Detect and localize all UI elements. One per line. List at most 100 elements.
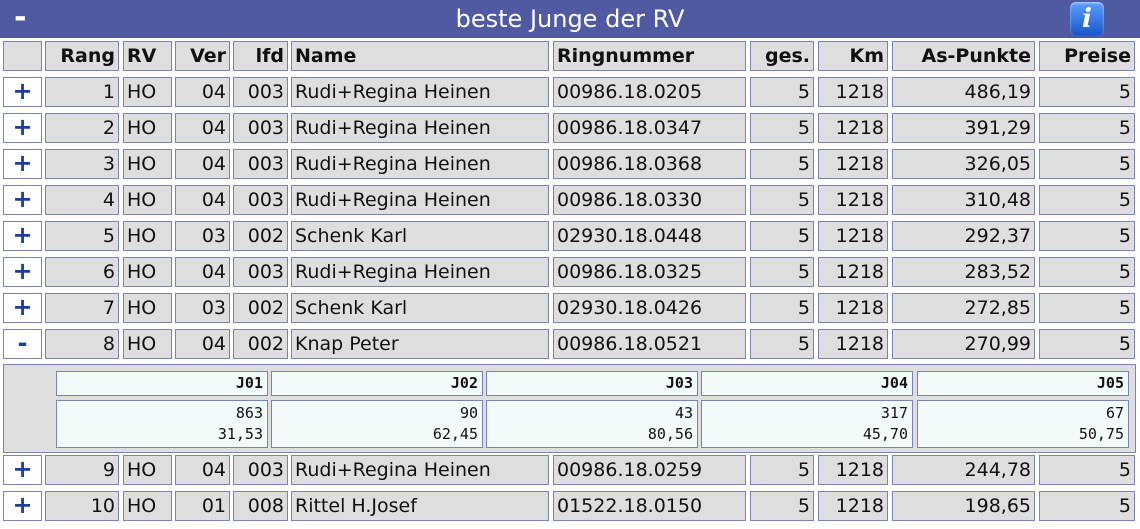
expand-toggle[interactable]: + (3, 149, 42, 179)
preise-cell: 5 (1039, 455, 1135, 485)
ver-cell: 01 (175, 491, 230, 521)
header-preise: Preise (1039, 41, 1135, 71)
rang-cell: 4 (45, 185, 119, 215)
rv-cell: HO (123, 149, 172, 179)
expand-toggle[interactable]: + (3, 185, 42, 215)
rang-cell: 9 (45, 455, 119, 485)
ges-cell: 5 (750, 77, 814, 107)
ringnummer-cell: 00986.18.0521 (553, 329, 746, 359)
name-cell: Rudi+Regina Heinen (291, 77, 549, 107)
expand-toggle[interactable]: + (3, 77, 42, 107)
header-lfd: lfd (233, 41, 288, 71)
preise-cell: 5 (1039, 113, 1135, 143)
ringnummer-cell: 00986.18.0330 (553, 185, 746, 215)
ges-cell: 5 (750, 329, 814, 359)
ges-cell: 5 (750, 491, 814, 521)
header-rang: Rang (45, 41, 119, 71)
preise-cell: 5 (1039, 221, 1135, 251)
rang-cell: 3 (45, 149, 119, 179)
rv-cell: HO (123, 185, 172, 215)
km-cell: 1218 (818, 185, 888, 215)
name-cell: Schenk Karl (291, 221, 549, 251)
table-row: +3 HO 04 003 Rudi+Regina Heinen 00986.18.0368… (0, 146, 1140, 182)
flight-result: 43 80,56 (486, 400, 698, 448)
lfd-cell: 003 (233, 77, 288, 107)
name-cell: Rudi+Regina Heinen (291, 257, 549, 287)
header-name: Name (291, 41, 549, 71)
expanded-detail-panel: J01 863 31,53 J02 90 62,45 J03 43 80,56 J04 317 45,… (3, 364, 1136, 453)
header-toggle (3, 41, 42, 71)
header-as-punkte: As-Punkte (892, 41, 1035, 71)
lfd-cell: 003 (233, 257, 288, 287)
table-row: +9 HO 04 003 Rudi+Regina Heinen 00986.18.0259… (0, 452, 1140, 488)
expand-toggle[interactable]: + (3, 455, 42, 485)
expand-toggle[interactable]: + (3, 221, 42, 251)
flight-label: J03 (486, 371, 698, 396)
km-cell: 1218 (818, 491, 888, 521)
rv-cell: HO (123, 113, 172, 143)
preise-cell: 5 (1039, 149, 1135, 179)
ver-cell: 04 (175, 257, 230, 287)
table-header-row: Rang RV Ver lfd Name Ringnummer ges. Km … (0, 38, 1140, 74)
expand-toggle[interactable]: - (3, 329, 42, 359)
as-punkte-cell: 283,52 (892, 257, 1035, 287)
collapse-toggle[interactable]: - (14, 0, 27, 35)
table-row: +6 HO 04 003 Rudi+Regina Heinen 00986.18.0325… (0, 254, 1140, 290)
flight-points: 80,56 (647, 425, 693, 443)
km-cell: 1218 (818, 221, 888, 251)
rang-cell: 10 (45, 491, 119, 521)
as-punkte-cell: 391,29 (892, 113, 1035, 143)
rang-cell: 7 (45, 293, 119, 323)
rv-cell: HO (123, 455, 172, 485)
as-punkte-cell: 292,37 (892, 221, 1035, 251)
km-cell: 1218 (818, 455, 888, 485)
ringnummer-cell: 00986.18.0368 (553, 149, 746, 179)
name-cell: Schenk Karl (291, 293, 549, 323)
info-icon[interactable]: i (1070, 2, 1104, 36)
lfd-cell: 003 (233, 455, 288, 485)
ringnummer-cell: 02930.18.0448 (553, 221, 746, 251)
flight-label: J05 (917, 371, 1129, 396)
ver-cell: 04 (175, 113, 230, 143)
title-bar: - beste Junge der RV i (0, 0, 1140, 38)
table-row: -8 HO 04 002 Knap Peter 00986.18.0521 5 1218 270… (0, 326, 1140, 362)
expand-toggle[interactable]: + (3, 491, 42, 521)
ver-cell: 03 (175, 221, 230, 251)
flight-result: 863 31,53 (56, 400, 268, 448)
preise-cell: 5 (1039, 185, 1135, 215)
ringnummer-cell: 01522.18.0150 (553, 491, 746, 521)
flight-points: 31,53 (217, 425, 263, 443)
rv-cell: HO (123, 329, 172, 359)
rv-cell: HO (123, 77, 172, 107)
preise-cell: 5 (1039, 257, 1135, 287)
rv-cell: HO (123, 221, 172, 251)
expand-toggle[interactable]: + (3, 113, 42, 143)
name-cell: Knap Peter (291, 329, 549, 359)
km-cell: 1218 (818, 149, 888, 179)
header-ver: Ver (175, 41, 230, 71)
km-cell: 1218 (818, 257, 888, 287)
expand-toggle[interactable]: + (3, 293, 42, 323)
ringnummer-cell: 02930.18.0426 (553, 293, 746, 323)
flight-result: 90 62,45 (271, 400, 483, 448)
flight-place: 43 (674, 404, 693, 422)
table-row: +1 HO 04 003 Rudi+Regina Heinen 00986.18.0205… (0, 74, 1140, 110)
lfd-cell: 003 (233, 185, 288, 215)
flight-place: 90 (459, 404, 478, 422)
rv-cell: HO (123, 491, 172, 521)
ges-cell: 5 (750, 221, 814, 251)
lfd-cell: 003 (233, 149, 288, 179)
lfd-cell: 002 (233, 293, 288, 323)
ringnummer-cell: 00986.18.0325 (553, 257, 746, 287)
table-row: +7 HO 03 002 Schenk Karl 02930.18.0426 5 1218 27… (0, 290, 1140, 326)
expand-toggle[interactable]: + (3, 257, 42, 287)
ver-cell: 04 (175, 77, 230, 107)
lfd-cell: 002 (233, 221, 288, 251)
as-punkte-cell: 272,85 (892, 293, 1035, 323)
preise-cell: 5 (1039, 77, 1135, 107)
as-punkte-cell: 326,05 (892, 149, 1035, 179)
flight-result: 67 50,75 (917, 400, 1129, 448)
flight-points: 50,75 (1078, 425, 1124, 443)
ges-cell: 5 (750, 113, 814, 143)
ringnummer-cell: 00986.18.0347 (553, 113, 746, 143)
